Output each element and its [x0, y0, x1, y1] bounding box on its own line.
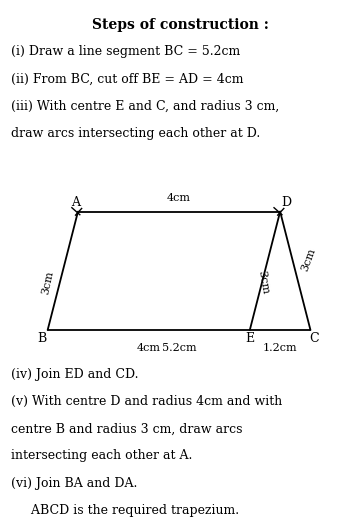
Text: intersecting each other at A.: intersecting each other at A.	[11, 449, 192, 462]
Text: (vi) Join BA and DA.: (vi) Join BA and DA.	[11, 477, 137, 490]
Text: 5.2cm: 5.2cm	[162, 342, 196, 353]
Text: D: D	[281, 196, 291, 209]
Text: (iii) With centre E and C, and radius 3 cm,: (iii) With centre E and C, and radius 3 …	[11, 100, 279, 113]
Text: 1.2cm: 1.2cm	[263, 342, 297, 353]
Text: (i) Draw a line segment BC = 5.2cm: (i) Draw a line segment BC = 5.2cm	[11, 45, 240, 58]
Text: (v) With centre D and radius 4cm and with: (v) With centre D and radius 4cm and wit…	[11, 395, 282, 408]
Text: draw arcs intersecting each other at D.: draw arcs intersecting each other at D.	[11, 127, 260, 140]
Text: (ii) From BC, cut off BE = AD = 4cm: (ii) From BC, cut off BE = AD = 4cm	[11, 73, 243, 86]
Text: A: A	[71, 196, 80, 209]
Text: 3cm: 3cm	[256, 270, 270, 295]
Text: 4cm: 4cm	[137, 342, 161, 353]
Text: 3cm: 3cm	[300, 246, 317, 272]
Text: 3cm: 3cm	[40, 270, 55, 295]
Text: 4cm: 4cm	[167, 193, 191, 203]
Text: centre B and radius 3 cm, draw arcs: centre B and radius 3 cm, draw arcs	[11, 422, 242, 435]
Text: ABCD is the required trapezium.: ABCD is the required trapezium.	[11, 504, 239, 517]
Text: (iv) Join ED and CD.: (iv) Join ED and CD.	[11, 368, 138, 381]
Text: E: E	[245, 332, 255, 345]
Text: B: B	[37, 332, 46, 345]
Text: C: C	[310, 332, 319, 345]
Text: Steps of construction :: Steps of construction :	[92, 18, 269, 32]
